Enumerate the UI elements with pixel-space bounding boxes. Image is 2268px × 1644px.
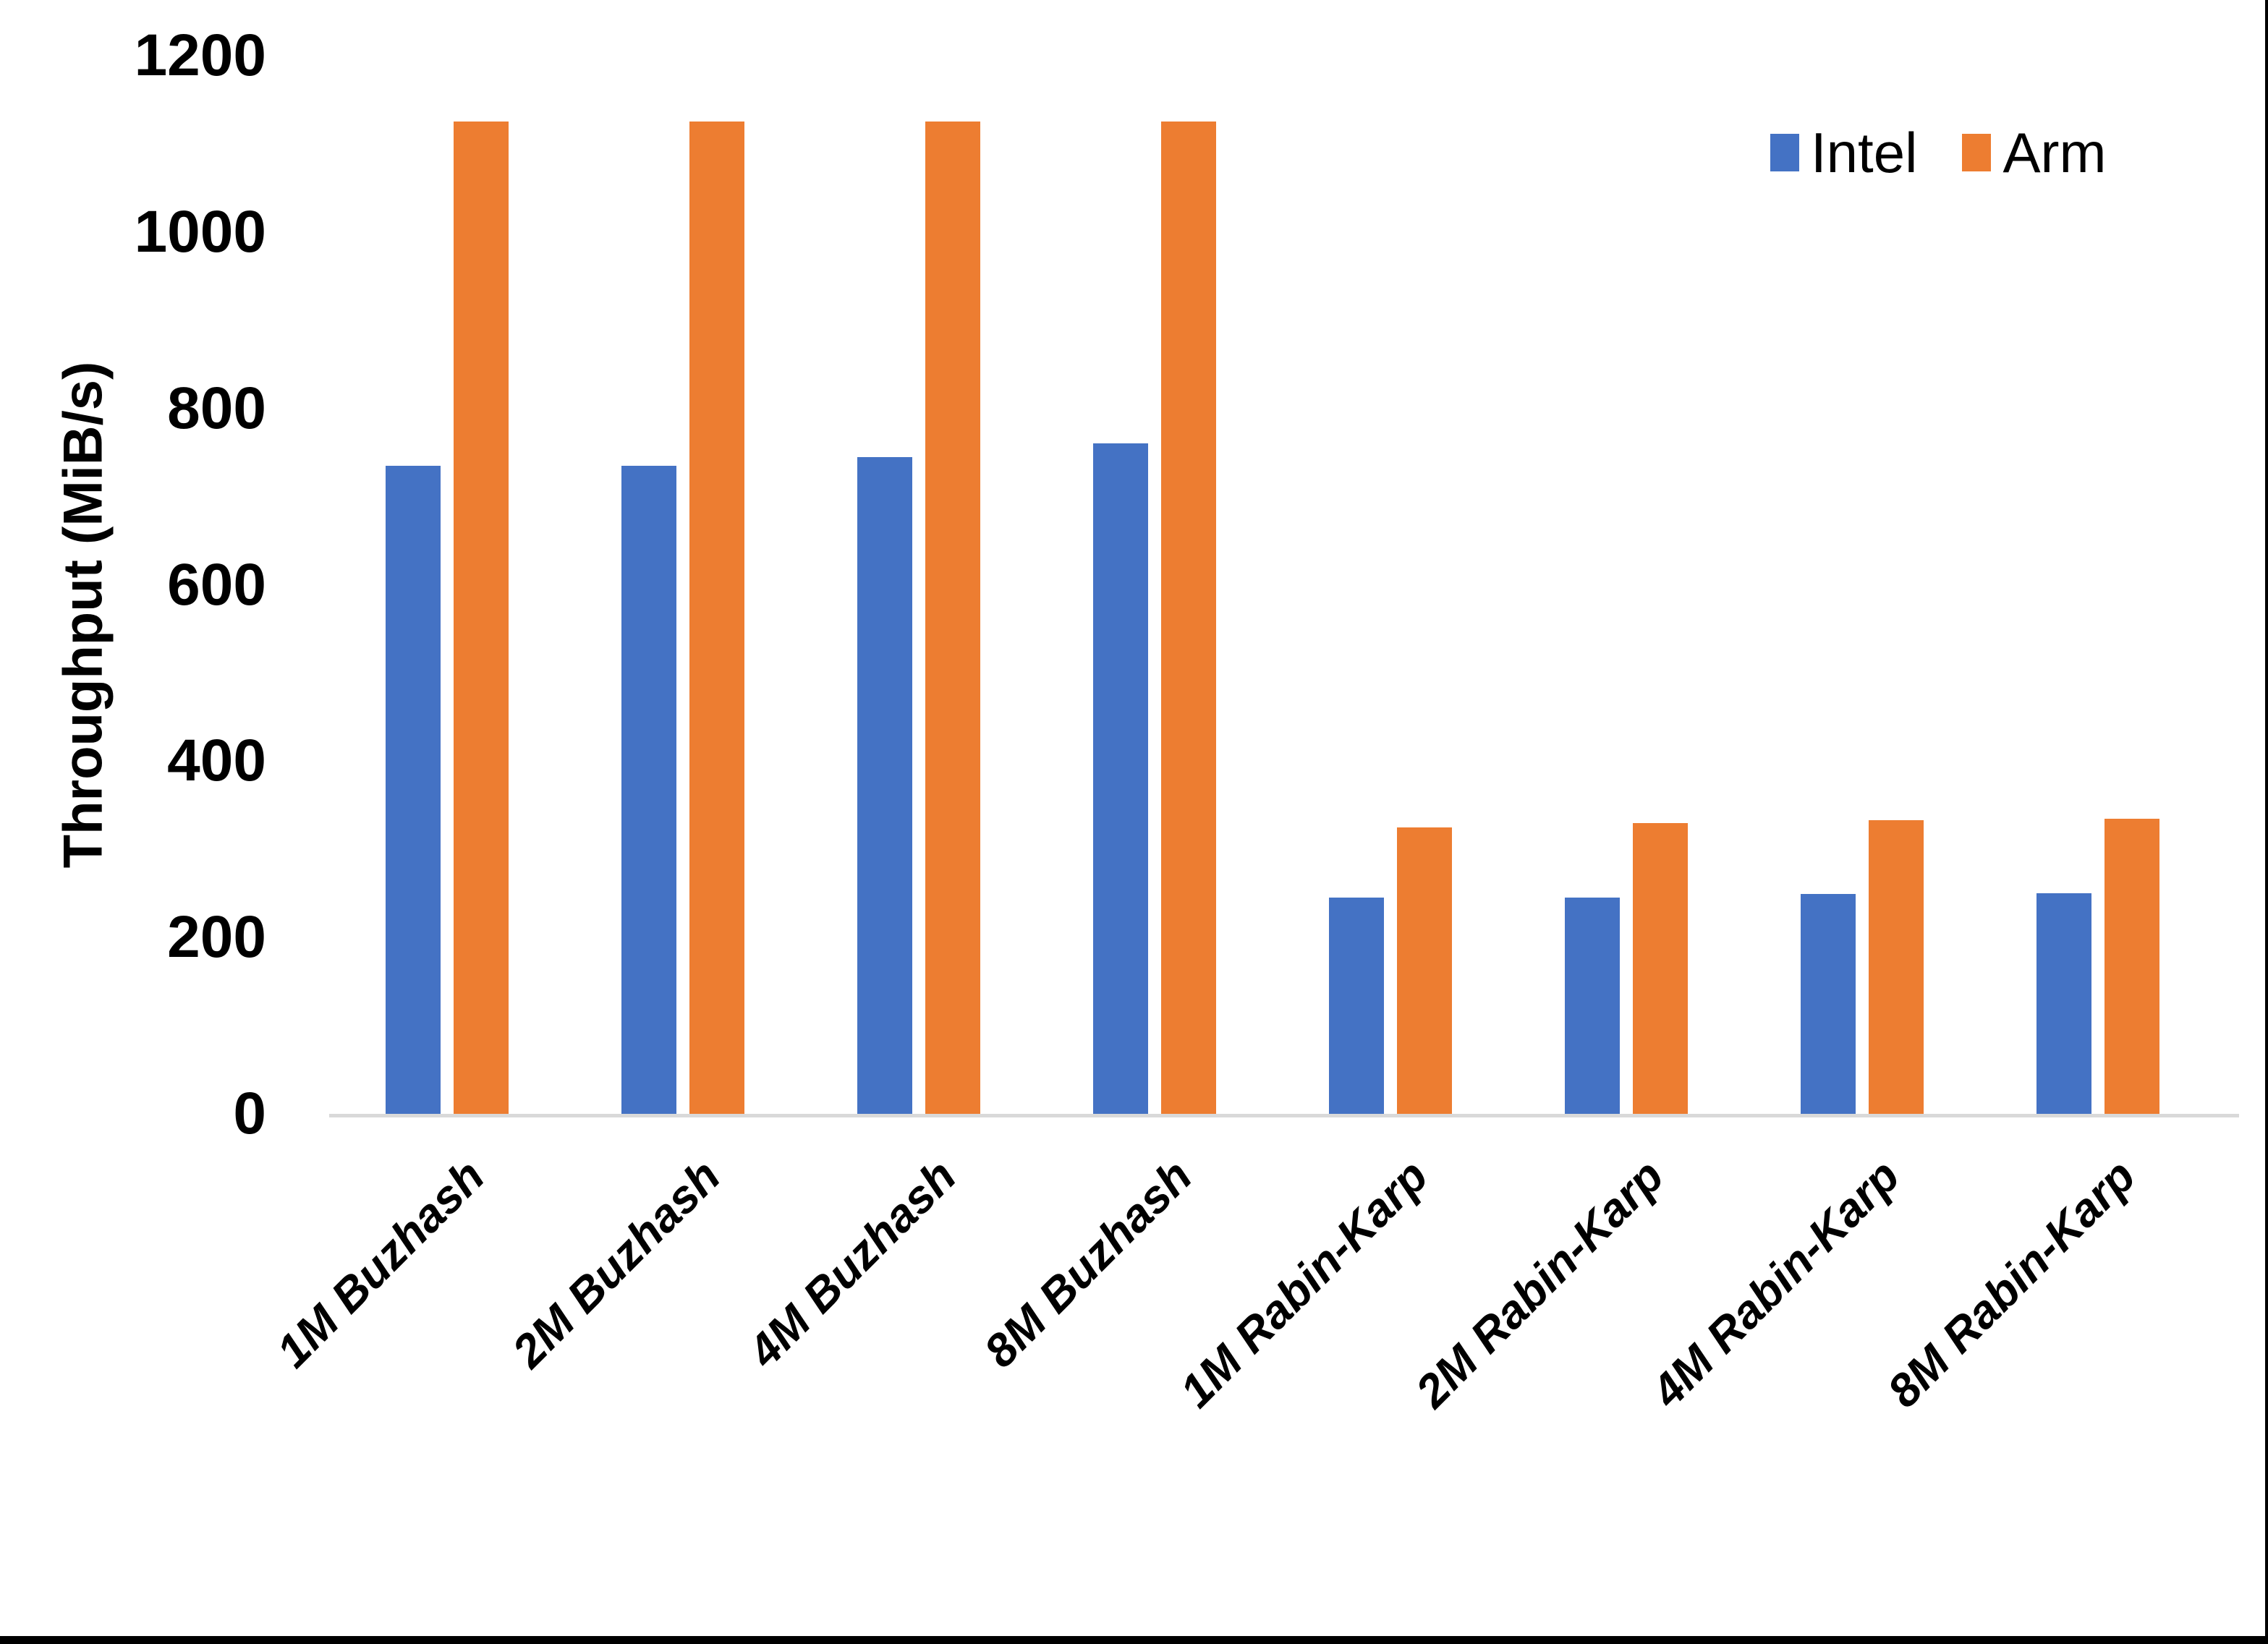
legend-label-arm: Arm bbox=[2002, 121, 2107, 184]
right-frame-edge bbox=[2265, 0, 2268, 1644]
bar-arm-1m-rabin-karp bbox=[1397, 827, 1452, 1114]
bar-intel-1m-rabin-karp bbox=[1329, 898, 1384, 1114]
x-category-label-1m-buzhash: 1M Buzhash bbox=[266, 1149, 495, 1378]
y-tick-label-800: 800 bbox=[167, 375, 266, 441]
bottom-frame-edge bbox=[0, 1636, 2268, 1644]
x-category-label-4m-rabin-karp: 4M Rabin-Karp bbox=[1641, 1149, 1910, 1418]
bar-intel-8m-rabin-karp bbox=[2036, 893, 2091, 1114]
y-tick-label-1200: 1200 bbox=[134, 22, 266, 88]
y-tick-label-200: 200 bbox=[167, 904, 266, 971]
x-category-label-8m-buzhash: 8M Buzhash bbox=[974, 1149, 1202, 1378]
bar-arm-2m-buzhash bbox=[689, 122, 744, 1114]
y-tick-label-600: 600 bbox=[167, 551, 266, 618]
bar-arm-2m-rabin-karp bbox=[1633, 822, 1688, 1114]
x-category-label-1m-rabin-karp: 1M Rabin-Karp bbox=[1169, 1149, 1438, 1418]
bar-arm-8m-rabin-karp bbox=[2105, 818, 2159, 1114]
x-category-label-8m-rabin-karp: 8M Rabin-Karp bbox=[1877, 1149, 2146, 1418]
bar-intel-4m-buzhash bbox=[857, 456, 912, 1114]
bar-arm-4m-rabin-karp bbox=[1869, 820, 1924, 1114]
x-category-label-2m-buzhash: 2M Buzhash bbox=[502, 1149, 731, 1378]
x-category-label-4m-buzhash: 4M Buzhash bbox=[738, 1149, 967, 1378]
legend-item-intel: Intel bbox=[1770, 124, 1917, 181]
bar-intel-2m-rabin-karp bbox=[1565, 898, 1620, 1114]
legend-label-intel: Intel bbox=[1811, 121, 1918, 184]
arm-swatch-icon bbox=[1962, 134, 1992, 171]
legend-item-arm: Arm bbox=[1962, 124, 2106, 181]
x-category-label-2m-rabin-karp: 2M Rabin-Karp bbox=[1405, 1149, 1674, 1418]
y-tick-label-400: 400 bbox=[167, 728, 266, 794]
y-tick-label-0: 0 bbox=[233, 1081, 266, 1146]
x-axis-line bbox=[329, 1114, 2239, 1117]
intel-swatch-icon bbox=[1770, 134, 1799, 171]
y-tick-label-1000: 1000 bbox=[134, 198, 266, 265]
bar-arm-8m-buzhash bbox=[1161, 122, 1216, 1114]
bar-arm-4m-buzhash bbox=[925, 122, 980, 1114]
bar-intel-1m-buzhash bbox=[386, 465, 441, 1114]
bar-arm-1m-buzhash bbox=[454, 122, 509, 1114]
legend: Intel Arm bbox=[1770, 124, 2106, 181]
bar-intel-2m-buzhash bbox=[621, 465, 676, 1114]
bar-intel-4m-rabin-karp bbox=[1801, 894, 1856, 1114]
bar-intel-8m-buzhash bbox=[1093, 443, 1148, 1114]
